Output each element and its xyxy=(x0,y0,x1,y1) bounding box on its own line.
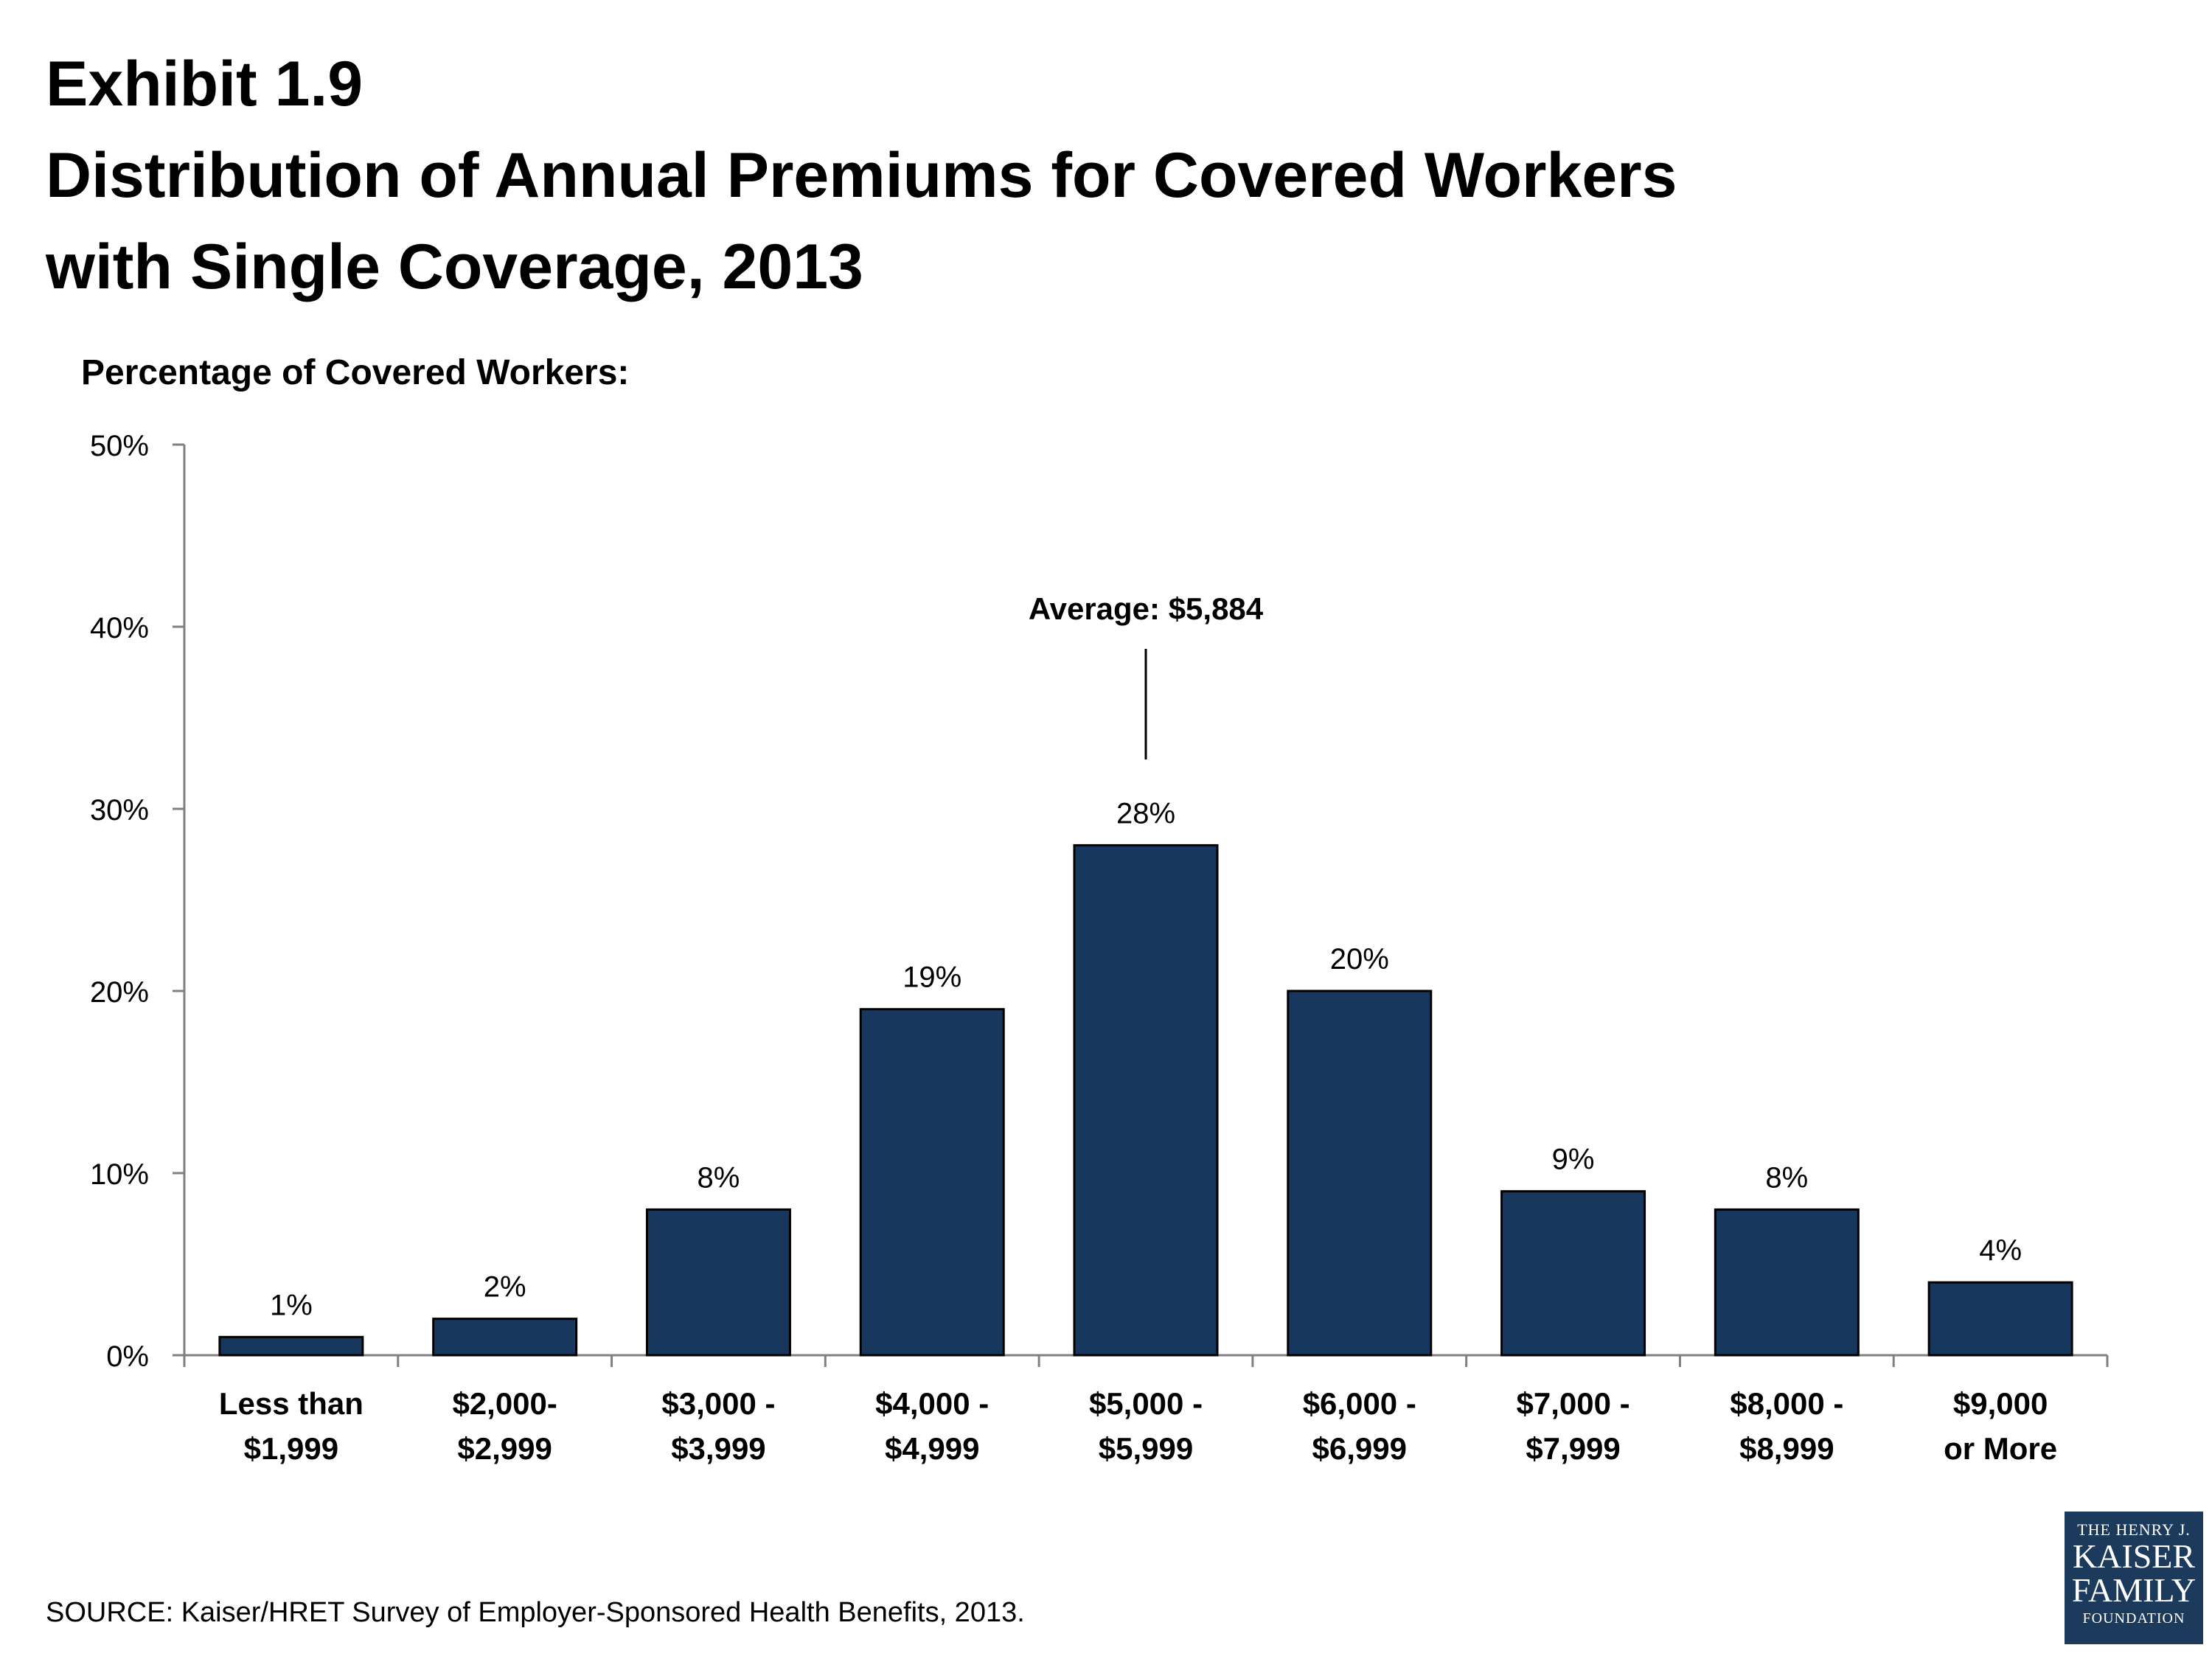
y-tick-label: 20% xyxy=(90,976,149,1009)
y-tick-label: 30% xyxy=(90,794,149,827)
title-line-2: Distribution of Annual Premiums for Cove… xyxy=(46,140,1677,211)
category-label: or More xyxy=(1944,1431,2057,1466)
data-label: 1% xyxy=(270,1289,313,1321)
category-label: $6,000 - xyxy=(1303,1386,1416,1421)
y-tick-label: 40% xyxy=(90,612,149,644)
y-axis-label: Percentage of Covered Workers: xyxy=(81,353,630,392)
source-note: SOURCE: Kaiser/HRET Survey of Employer-S… xyxy=(46,1597,1025,1628)
bar xyxy=(645,1208,791,1357)
category-label: $3,000 - xyxy=(661,1386,775,1421)
category-label: $7,000 - xyxy=(1516,1386,1630,1421)
category-label: $2,999 xyxy=(457,1431,552,1466)
data-label: 28% xyxy=(1116,797,1175,830)
data-label: 4% xyxy=(1979,1234,2022,1267)
data-label: 9% xyxy=(1552,1144,1595,1176)
title-line-3: with Single Coverage, 2013 xyxy=(46,232,863,302)
category-label: $8,000 - xyxy=(1730,1386,1843,1421)
data-label: 2% xyxy=(484,1271,526,1304)
logo-line-1: THE HENRY J. xyxy=(2077,1520,2191,1539)
category-label: $4,999 xyxy=(885,1431,979,1466)
bar xyxy=(218,1335,364,1357)
bar xyxy=(1927,1281,2073,1357)
category-label: $3,999 xyxy=(671,1431,765,1466)
data-label: 20% xyxy=(1330,943,1389,975)
bar xyxy=(859,1008,1005,1357)
bar xyxy=(1287,990,1433,1357)
data-label: 8% xyxy=(698,1161,740,1194)
category-label: $5,000 - xyxy=(1089,1386,1203,1421)
y-tick-label: 0% xyxy=(106,1340,149,1373)
data-label: 19% xyxy=(902,961,961,994)
chart-title: Exhibit 1.9 Distribution of Annual Premi… xyxy=(46,38,2037,313)
average-annotation: Average: $5,884 xyxy=(1029,591,1264,626)
logo-line-2: KAISER xyxy=(2072,1537,2196,1575)
logo-line-3: FAMILY xyxy=(2071,1571,2197,1609)
y-tick-label: 50% xyxy=(90,430,149,462)
y-tick-label: 10% xyxy=(90,1158,149,1191)
category-label: Less than xyxy=(219,1386,364,1421)
bar xyxy=(1714,1208,1860,1357)
bar xyxy=(1500,1190,1646,1357)
logo-line-4: FOUNDATION xyxy=(2082,1610,2185,1627)
category-label: $7,999 xyxy=(1526,1431,1620,1466)
category-label: $8,999 xyxy=(1739,1431,1834,1466)
category-label: $9,000 xyxy=(1953,1386,2048,1421)
bar xyxy=(432,1318,578,1357)
title-line-1: Exhibit 1.9 xyxy=(46,49,364,119)
data-label: 8% xyxy=(1765,1161,1808,1194)
category-label: $5,999 xyxy=(1099,1431,1193,1466)
kff-logo: THE HENRY J. KAISER FAMILY FOUNDATION xyxy=(2065,1512,2203,1644)
bar xyxy=(1073,844,1219,1357)
category-label: $1,999 xyxy=(244,1431,338,1466)
category-label: $2,000- xyxy=(452,1386,557,1421)
category-label: $6,999 xyxy=(1312,1431,1407,1466)
category-label: $4,000 - xyxy=(875,1386,989,1421)
